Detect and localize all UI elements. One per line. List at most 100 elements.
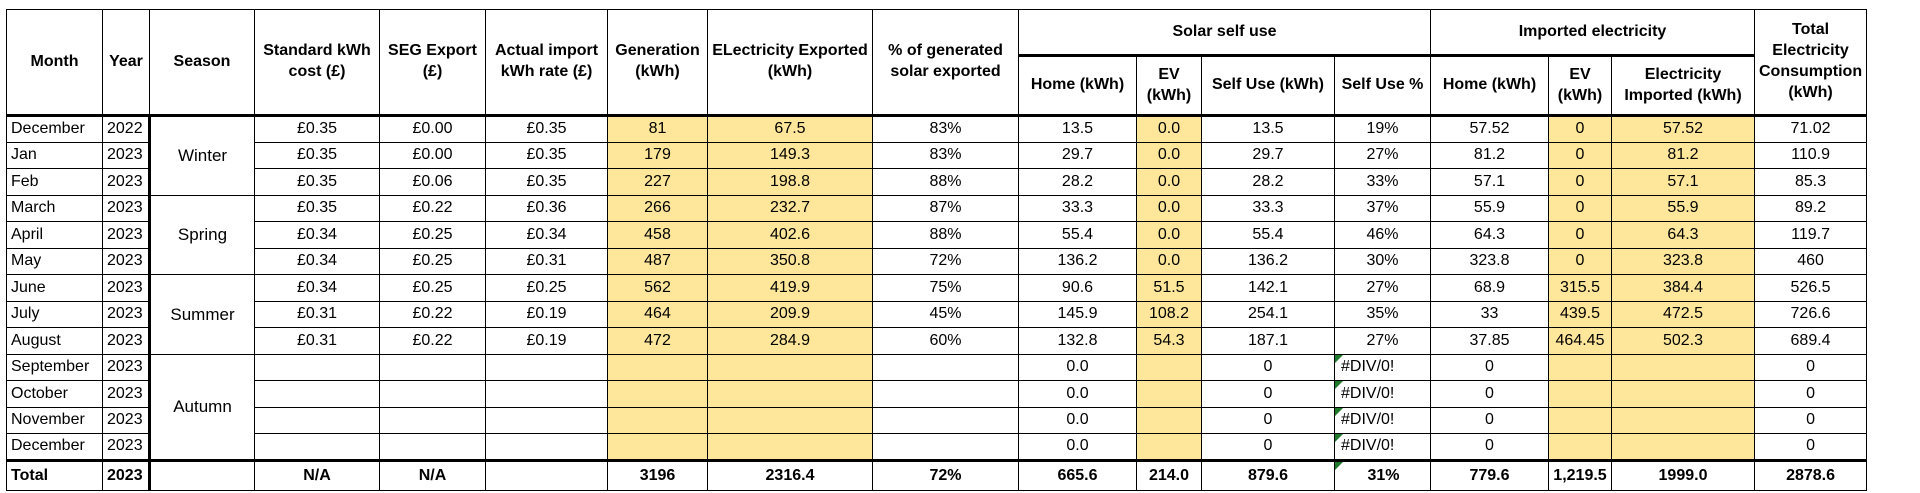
cell-import-ev[interactable]: 439.5 xyxy=(1548,300,1612,328)
cell-solar-ev[interactable] xyxy=(1136,380,1202,408)
cell-import-total[interactable]: 502.3 xyxy=(1611,327,1755,355)
header-import-total[interactable]: Electricity Imported (kWh) xyxy=(1611,55,1755,117)
cell-pct-exported[interactable] xyxy=(872,353,1019,381)
cell-import-rate[interactable]: £0.19 xyxy=(485,300,608,328)
cell-month[interactable]: December xyxy=(6,115,103,143)
cell-exported[interactable]: 198.8 xyxy=(707,168,873,196)
cell-month[interactable]: July xyxy=(6,300,103,328)
cell-solar-home[interactable]: 0.0 xyxy=(1018,406,1137,434)
cell-solar-ev[interactable] xyxy=(1136,406,1202,434)
cell-year[interactable]: 2023 xyxy=(102,433,151,461)
total-solar-home[interactable]: 665.6 xyxy=(1018,458,1137,491)
cell-import-total[interactable]: 64.3 xyxy=(1611,221,1755,249)
cell-solar-self-use[interactable]: 0 xyxy=(1201,380,1335,408)
cell-solar-ev[interactable] xyxy=(1136,353,1202,381)
cell-import-rate[interactable]: £0.35 xyxy=(485,168,608,196)
cell-seg-export[interactable] xyxy=(379,353,486,381)
total-import-total[interactable]: 1999.0 xyxy=(1611,458,1755,491)
cell-import-rate[interactable]: £0.19 xyxy=(485,327,608,355)
cell-std-cost[interactable]: £0.35 xyxy=(254,168,380,196)
total-generation[interactable]: 3196 xyxy=(607,458,708,491)
cell-seg-export[interactable]: £0.22 xyxy=(379,327,486,355)
cell-exported[interactable] xyxy=(707,433,873,461)
cell-std-cost[interactable]: £0.34 xyxy=(254,221,380,249)
cell-seg-export[interactable]: £0.22 xyxy=(379,194,486,222)
cell-total-consumption[interactable]: 85.3 xyxy=(1753,168,1868,196)
cell-solar-self-use[interactable]: 136.2 xyxy=(1201,247,1335,275)
cell-solar-home[interactable]: 55.4 xyxy=(1018,221,1137,249)
cell-solar-self-pct[interactable]: 27% xyxy=(1334,327,1431,355)
cell-solar-ev[interactable]: 0.0 xyxy=(1136,168,1202,196)
cell-year[interactable]: 2023 xyxy=(102,406,151,434)
header-seg-export[interactable]: SEG Export (£) xyxy=(379,9,486,117)
header-imported-electricity[interactable]: Imported electricity xyxy=(1430,9,1755,57)
cell-solar-self-use[interactable]: 55.4 xyxy=(1201,221,1335,249)
cell-solar-self-pct[interactable]: 27% xyxy=(1334,141,1431,169)
cell-total-consumption[interactable]: 460 xyxy=(1753,247,1868,275)
cell-month[interactable]: Feb xyxy=(6,168,103,196)
cell-year[interactable]: 2023 xyxy=(102,168,151,196)
cell-import-ev[interactable]: 464.45 xyxy=(1548,327,1612,355)
cell-import-home[interactable]: 64.3 xyxy=(1430,221,1549,249)
total-solar-self-use[interactable]: 879.6 xyxy=(1201,458,1335,491)
cell-year[interactable]: 2023 xyxy=(102,274,151,302)
cell-std-cost[interactable]: £0.35 xyxy=(254,141,380,169)
cell-import-ev[interactable]: 0 xyxy=(1548,194,1612,222)
cell-solar-self-pct[interactable]: #DIV/0! xyxy=(1334,380,1431,408)
cell-solar-self-pct[interactable]: #DIV/0! xyxy=(1334,406,1431,434)
cell-year[interactable]: 2023 xyxy=(102,194,151,222)
cell-year[interactable]: 2023 xyxy=(102,300,151,328)
cell-generation[interactable]: 227 xyxy=(607,168,708,196)
cell-total-consumption[interactable]: 89.2 xyxy=(1753,194,1868,222)
cell-pct-exported[interactable] xyxy=(872,380,1019,408)
cell-import-total[interactable] xyxy=(1611,380,1755,408)
cell-std-cost[interactable]: £0.35 xyxy=(254,115,380,143)
cell-std-cost[interactable] xyxy=(254,406,380,434)
cell-exported[interactable]: 149.3 xyxy=(707,141,873,169)
cell-solar-home[interactable]: 145.9 xyxy=(1018,300,1137,328)
cell-seg-export[interactable]: £0.00 xyxy=(379,115,486,143)
cell-import-home[interactable]: 57.52 xyxy=(1430,115,1549,143)
cell-solar-self-use[interactable]: 29.7 xyxy=(1201,141,1335,169)
cell-pct-exported[interactable]: 88% xyxy=(872,221,1019,249)
cell-solar-ev[interactable]: 0.0 xyxy=(1136,115,1202,143)
cell-std-cost[interactable] xyxy=(254,380,380,408)
cell-solar-self-pct[interactable]: #DIV/0! xyxy=(1334,433,1431,461)
cell-solar-home[interactable]: 28.2 xyxy=(1018,168,1137,196)
total-consumption[interactable]: 2878.6 xyxy=(1753,458,1868,491)
cell-total-consumption[interactable]: 110.9 xyxy=(1753,141,1868,169)
cell-month[interactable]: December xyxy=(6,433,103,461)
cell-seg-export[interactable] xyxy=(379,433,486,461)
cell-solar-home[interactable]: 0.0 xyxy=(1018,433,1137,461)
cell-generation[interactable]: 464 xyxy=(607,300,708,328)
total-solar-ev[interactable]: 214.0 xyxy=(1136,458,1202,491)
cell-import-ev[interactable] xyxy=(1548,380,1612,408)
cell-solar-self-use[interactable]: 0 xyxy=(1201,406,1335,434)
header-month[interactable]: Month xyxy=(6,9,103,117)
cell-year[interactable]: 2023 xyxy=(102,380,151,408)
cell-pct-exported[interactable]: 60% xyxy=(872,327,1019,355)
cell-exported[interactable] xyxy=(707,380,873,408)
cell-import-total[interactable]: 57.1 xyxy=(1611,168,1755,196)
cell-seg-export[interactable]: £0.25 xyxy=(379,247,486,275)
cell-generation[interactable] xyxy=(607,406,708,434)
total-import-rate[interactable] xyxy=(485,458,608,491)
cell-solar-self-use[interactable]: 13.5 xyxy=(1201,115,1335,143)
cell-import-rate[interactable]: £0.36 xyxy=(485,194,608,222)
cell-import-rate[interactable]: £0.31 xyxy=(485,247,608,275)
cell-seg-export[interactable]: £0.22 xyxy=(379,300,486,328)
cell-solar-ev[interactable]: 0.0 xyxy=(1136,194,1202,222)
total-season[interactable] xyxy=(149,458,255,491)
cell-year[interactable]: 2023 xyxy=(102,353,151,381)
cell-solar-self-use[interactable]: 254.1 xyxy=(1201,300,1335,328)
cell-solar-self-use[interactable]: 142.1 xyxy=(1201,274,1335,302)
cell-import-ev[interactable]: 0 xyxy=(1548,247,1612,275)
cell-exported[interactable]: 209.9 xyxy=(707,300,873,328)
cell-pct-exported[interactable] xyxy=(872,433,1019,461)
cell-exported[interactable] xyxy=(707,406,873,434)
cell-total-consumption[interactable]: 0 xyxy=(1753,380,1868,408)
cell-month[interactable]: September xyxy=(6,353,103,381)
cell-solar-ev[interactable]: 51.5 xyxy=(1136,274,1202,302)
cell-import-total[interactable]: 81.2 xyxy=(1611,141,1755,169)
header-import-rate[interactable]: Actual import kWh rate (£) xyxy=(485,9,608,117)
